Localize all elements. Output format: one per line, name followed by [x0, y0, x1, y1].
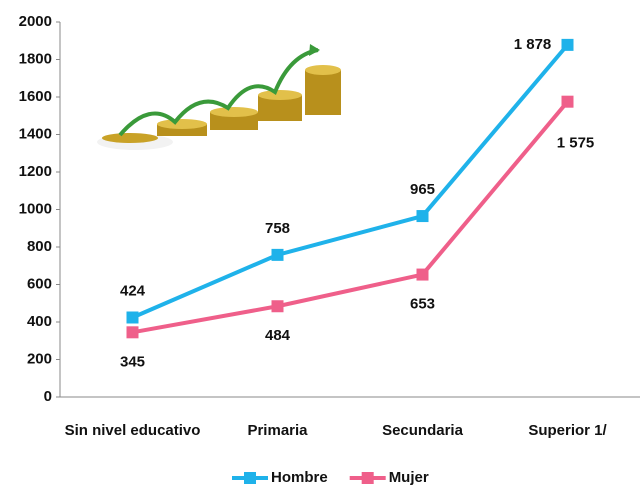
y-tick-label: 800: [27, 238, 52, 255]
y-tick-label: 1600: [19, 88, 52, 105]
data-label: 424: [120, 282, 146, 299]
coins-illustration: [97, 44, 341, 150]
y-tick-label: 1400: [19, 125, 52, 142]
y-tick-label: 1200: [19, 163, 52, 180]
legend-label: Hombre: [271, 469, 328, 486]
legend-marker: [362, 472, 374, 484]
x-tick-label: Primaria: [247, 422, 308, 439]
legend-marker: [244, 472, 256, 484]
data-label: 484: [265, 327, 291, 344]
legend-label: Mujer: [389, 469, 429, 486]
y-tick-label: 2000: [19, 13, 52, 30]
x-tick-label: Secundaria: [382, 422, 464, 439]
chart: 0 200 400 600 800 1000 1200 1400 1600 1800 2000 Sin…: [0, 0, 640, 488]
data-point: [272, 249, 284, 261]
y-tick-label: 1800: [19, 50, 52, 67]
x-tick-label: Superior 1/: [528, 422, 607, 439]
data-point: [417, 210, 429, 222]
y-tick-label: 200: [27, 350, 52, 367]
data-point: [417, 269, 429, 281]
data-point: [562, 39, 574, 51]
x-tick-label: Sin nivel educativo: [65, 422, 201, 439]
data-label: 1 575: [557, 135, 595, 152]
data-point: [562, 96, 574, 108]
y-tick-label: 0: [44, 388, 52, 405]
data-label: 653: [410, 296, 435, 313]
data-label: 965: [410, 181, 435, 198]
y-tick-label: 400: [27, 313, 52, 330]
data-point: [127, 326, 139, 338]
data-label: 758: [265, 220, 290, 237]
y-tick-label: 600: [27, 275, 52, 292]
y-tick-label: 1000: [19, 200, 52, 217]
data-label: 1 878: [514, 36, 552, 53]
series-line: [133, 102, 568, 333]
data-point: [272, 300, 284, 312]
data-label: 345: [120, 353, 145, 370]
data-point: [127, 312, 139, 324]
